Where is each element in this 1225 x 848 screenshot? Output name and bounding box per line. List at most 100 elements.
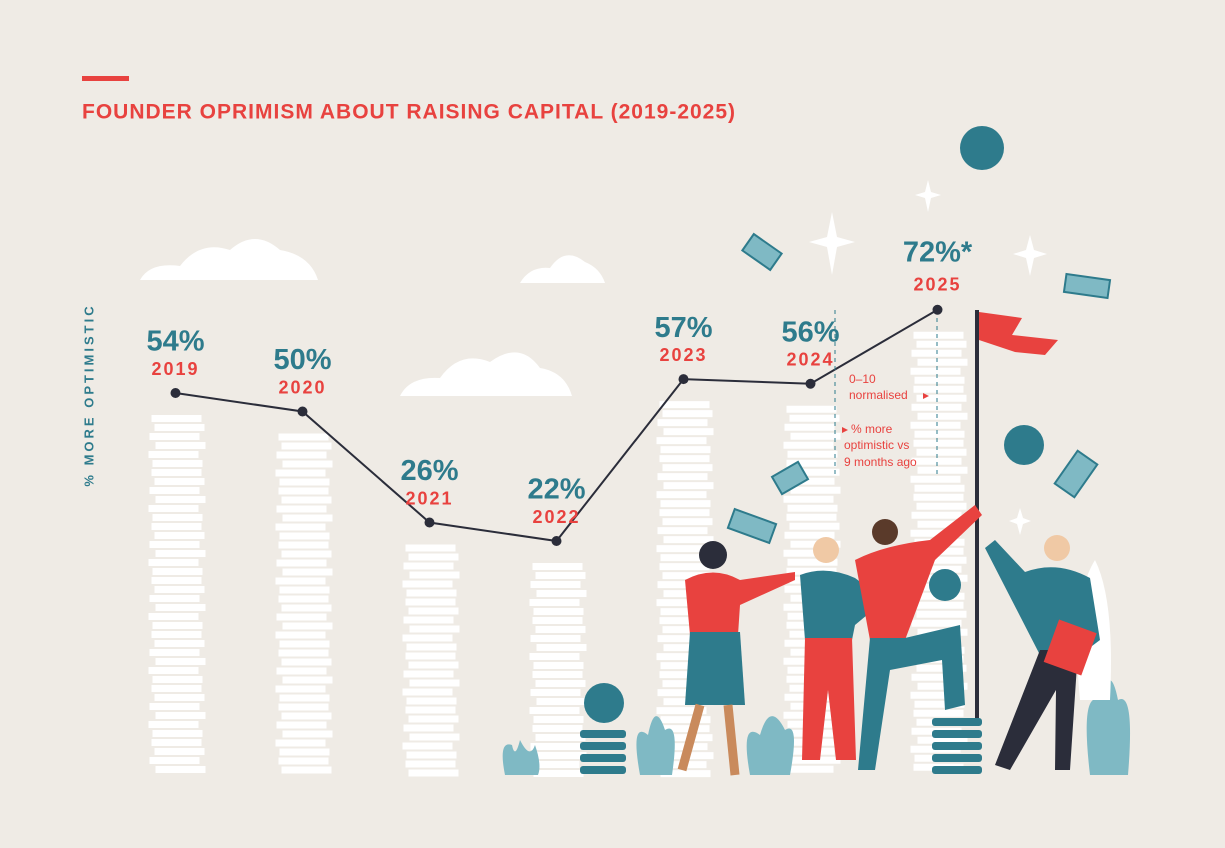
coin: [402, 580, 453, 588]
coin: [530, 635, 581, 642]
coin: [660, 500, 711, 508]
coin: [533, 716, 584, 723]
coin: [402, 742, 453, 750]
coin: [913, 439, 964, 447]
coin: [276, 613, 327, 621]
coin: [282, 730, 333, 738]
coin: [536, 644, 587, 651]
coin: [789, 468, 840, 476]
coin: [657, 635, 708, 643]
coin: [911, 511, 962, 519]
point: [170, 388, 181, 398]
coin: [530, 689, 581, 696]
coin: [409, 625, 460, 633]
x-tick-label: 2020: [278, 377, 326, 397]
coin: [662, 410, 713, 418]
coin: [148, 451, 199, 458]
coin: [789, 522, 840, 530]
coin: [148, 667, 199, 674]
coin: [783, 495, 834, 503]
coin: [659, 671, 710, 679]
coin: [154, 478, 205, 485]
coin: [656, 545, 707, 553]
coin: [405, 760, 456, 768]
coin: [917, 358, 968, 366]
coin: [151, 415, 202, 422]
coin: [786, 459, 837, 467]
coin: [154, 748, 205, 755]
coin: [282, 460, 333, 468]
coin: [279, 694, 330, 702]
coin: [914, 430, 965, 438]
coin: [910, 475, 961, 483]
coin: [155, 766, 206, 773]
coin: [536, 698, 587, 705]
coin: [659, 617, 710, 625]
coin: [402, 634, 453, 642]
x-tick-label: 2021: [405, 488, 453, 508]
plants: [502, 560, 1131, 775]
banknotes: [726, 232, 1112, 545]
clouds: [140, 239, 605, 396]
coin: [916, 610, 967, 618]
coin: [278, 595, 329, 603]
coin: [910, 529, 961, 537]
coin: [790, 756, 841, 764]
coin: [278, 433, 329, 441]
coin: [529, 707, 580, 714]
coin: [660, 716, 711, 724]
coin: [659, 401, 710, 409]
coin: [536, 752, 587, 759]
coin: [151, 631, 202, 638]
coin: [278, 541, 329, 549]
coin: [279, 640, 330, 648]
coin: [405, 544, 456, 552]
coin: [148, 559, 199, 566]
data-label: 57%: [654, 312, 712, 344]
coin: [530, 743, 581, 750]
annotation: normalised: [849, 388, 908, 402]
coin: [917, 466, 968, 474]
coin: [787, 558, 838, 566]
coin: [535, 734, 586, 741]
coin: [281, 712, 332, 720]
coin: [154, 694, 205, 701]
coin: [910, 367, 961, 375]
coin: [663, 428, 714, 436]
coin: [281, 604, 332, 612]
coin: [786, 567, 837, 575]
coin: [789, 414, 840, 422]
cloud: [140, 239, 318, 280]
coin: [149, 649, 200, 656]
coin: [660, 770, 711, 778]
coin: [155, 550, 206, 557]
coin: [660, 446, 711, 454]
coin: [149, 757, 200, 764]
coin: [152, 676, 203, 683]
data-label: 56%: [781, 316, 839, 348]
coin: [532, 617, 583, 624]
coin: [533, 608, 584, 615]
coin: [787, 450, 838, 458]
coin: [278, 487, 329, 495]
coin-stack: [275, 433, 333, 774]
coin: [783, 441, 834, 449]
x-tick-label: 2024: [786, 350, 834, 370]
coin: [663, 482, 714, 490]
coin: [784, 531, 835, 539]
coin: [149, 595, 200, 602]
coin: [913, 385, 964, 393]
coin: [657, 527, 708, 535]
coin: [656, 437, 707, 445]
coin: [787, 504, 838, 512]
coin: [155, 496, 206, 503]
coin: [916, 340, 967, 348]
coin: [533, 662, 584, 669]
coin: [532, 725, 583, 732]
coin: [662, 572, 713, 580]
coin: [405, 706, 456, 714]
coin: [659, 509, 710, 517]
coin-stack: [148, 415, 206, 773]
coin: [278, 757, 329, 765]
